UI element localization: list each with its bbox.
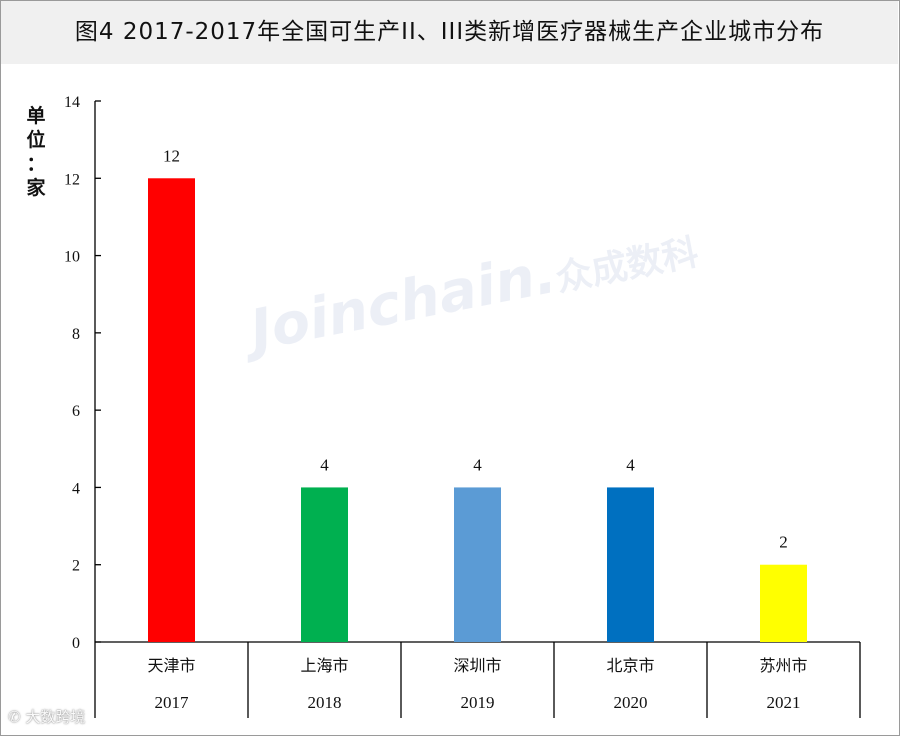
y-axis-unit-label: 单 位 ： 家: [24, 104, 48, 200]
unit-char: 单: [26, 105, 46, 127]
x-year-label: 2019: [461, 693, 495, 712]
unit-char: 位: [26, 129, 46, 151]
x-year-label: 2018: [308, 693, 342, 712]
title-bar: 图4 2017-2017年全国可生产II、III类新增医疗器械生产企业城市分布: [1, 1, 898, 64]
bar: [301, 487, 348, 642]
bar-data-label: 4: [626, 455, 635, 474]
bar-data-label: 4: [320, 455, 329, 474]
x-year-label: 2017: [155, 693, 190, 712]
bar-data-label: 2: [779, 533, 788, 552]
bar: [760, 564, 807, 642]
x-category-label: 苏州市: [759, 656, 807, 675]
x-year-label: 2020: [614, 693, 648, 712]
y-tick-label: 0: [72, 635, 80, 652]
bar: [607, 487, 654, 642]
bar-data-label: 4: [473, 455, 482, 474]
unit-char: ：: [26, 153, 46, 175]
y-tick-label: 14: [64, 94, 80, 111]
x-year-label: 2021: [767, 693, 801, 712]
x-category-label: 上海市: [300, 656, 348, 675]
bar: [148, 178, 195, 643]
y-tick-label: 4: [72, 480, 80, 497]
y-tick-label: 8: [72, 326, 80, 343]
corner-watermark-text: 大数跨境: [25, 708, 86, 726]
y-tick-label: 10: [64, 249, 80, 266]
corner-watermark-icon: ✆: [8, 708, 26, 726]
chart-title: 图4 2017-2017年全国可生产II、III类新增医疗器械生产企业城市分布: [74, 19, 825, 45]
x-category-label: 北京市: [606, 656, 654, 675]
y-tick-label: 2: [72, 558, 80, 575]
unit-char: 家: [26, 177, 46, 199]
bar: [454, 487, 501, 642]
corner-watermark: ✆ 大数跨境: [8, 706, 85, 727]
bar-data-label: 12: [163, 146, 180, 165]
x-category-label: 深圳市: [453, 656, 501, 675]
y-tick-label: 6: [72, 403, 80, 420]
y-tick-label: 12: [64, 171, 80, 188]
x-category-label: 天津市: [147, 656, 195, 675]
